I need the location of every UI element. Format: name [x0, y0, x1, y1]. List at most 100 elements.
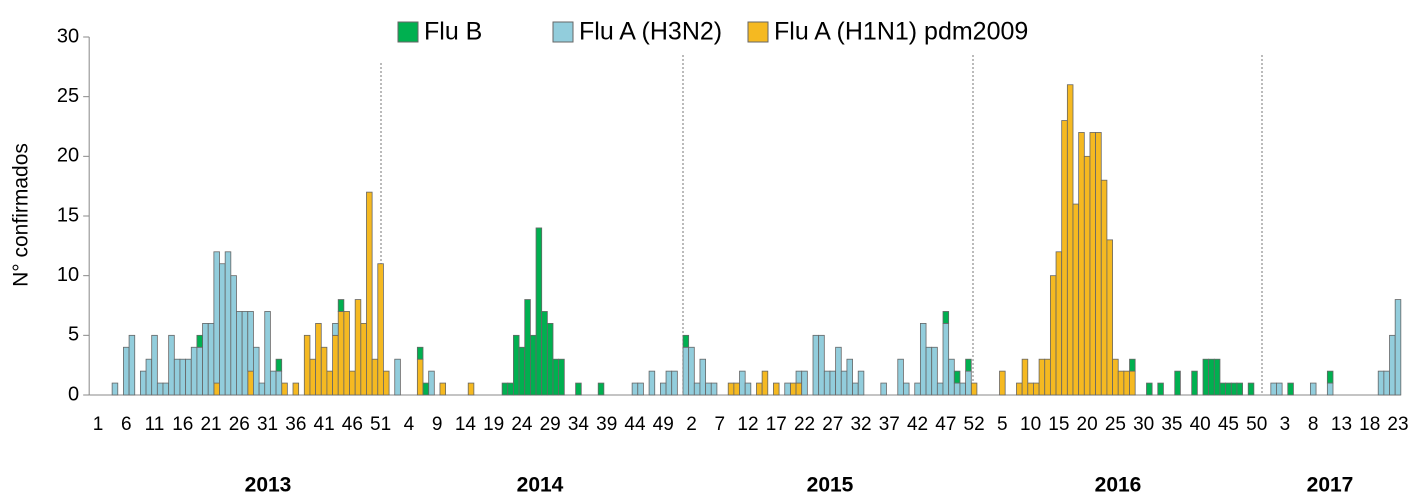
- legend-label: Flu B: [424, 18, 482, 46]
- bar-segment: [224, 251, 232, 396]
- x-tick-label: 45: [1218, 414, 1239, 435]
- bar-segment: [1016, 382, 1023, 396]
- bar-segment: [931, 346, 938, 396]
- x-tick-label: 32: [850, 414, 871, 435]
- bar-segment: [1247, 382, 1255, 396]
- x-tick-label: 31: [257, 414, 278, 435]
- x-tick-label: 51: [370, 414, 391, 435]
- bar-segment: [631, 382, 639, 396]
- bar-segment: [1129, 358, 1136, 372]
- bar-segment: [258, 382, 266, 396]
- x-tick-label: 52: [964, 414, 985, 435]
- bar-segment: [1309, 382, 1317, 396]
- x-tick-label: 17: [766, 414, 787, 435]
- bar-segment: [852, 382, 859, 396]
- bar-segment: [919, 322, 927, 396]
- bar-segment: [671, 370, 678, 396]
- bar-segment: [371, 358, 379, 396]
- bar-segment: [507, 382, 514, 396]
- bar-segment: [196, 334, 203, 348]
- bar-segment: [1213, 358, 1221, 396]
- x-tick-label: 10: [1020, 414, 1041, 435]
- y-axis-label: N° confirmados: [10, 143, 33, 287]
- x-tick-label: 21: [200, 414, 221, 435]
- x-tick-label: 34: [568, 414, 590, 435]
- x-tick-label: 6: [121, 414, 132, 435]
- legend-swatch: [552, 21, 574, 43]
- bar-segment: [1021, 358, 1029, 396]
- bar-segment: [1383, 370, 1390, 396]
- bar-segment: [1061, 120, 1068, 396]
- year-label: 2017: [1307, 474, 1354, 497]
- bar-segment: [942, 311, 950, 324]
- bar-segment: [541, 311, 548, 396]
- bar-segment: [377, 263, 384, 396]
- y-tick-label: 30: [57, 25, 79, 47]
- bar-segment: [513, 334, 520, 396]
- bar-segment: [659, 382, 667, 396]
- bar-segment: [795, 382, 803, 396]
- bar-segment: [139, 370, 147, 396]
- x-tick-label: 7: [714, 414, 725, 435]
- x-tick-label: 11: [145, 414, 165, 435]
- bar-segment: [1276, 382, 1283, 396]
- x-tick-label: 2: [686, 414, 697, 435]
- bar-segment: [756, 382, 763, 396]
- bar-segment: [925, 346, 933, 396]
- bar-segment: [552, 358, 560, 396]
- bar-segment: [467, 382, 475, 396]
- bar-segment: [1044, 358, 1051, 396]
- x-tick-label: 44: [624, 414, 646, 435]
- year-label: 2014: [517, 474, 564, 497]
- bar-segment: [699, 358, 707, 396]
- bar-segment: [337, 299, 345, 312]
- x-tick-label: 40: [1190, 414, 1211, 435]
- bar-segment: [168, 334, 175, 396]
- bar-segment: [156, 382, 164, 396]
- bar-segment: [428, 370, 435, 396]
- bar-segment: [953, 370, 961, 384]
- bar-segment: [1049, 275, 1057, 396]
- x-tick-label: 42: [907, 414, 928, 435]
- bar-segment: [597, 382, 605, 396]
- y-tick-label: 15: [57, 204, 79, 226]
- x-tick-label: 24: [511, 414, 533, 435]
- x-tick-label: 30: [1133, 414, 1154, 435]
- bar-segment: [823, 370, 831, 396]
- bar-segment: [162, 382, 170, 396]
- bar-segment: [275, 370, 283, 396]
- x-tick-label: 12: [737, 414, 758, 435]
- bar-segment: [1389, 334, 1396, 396]
- bar-segment: [529, 334, 537, 396]
- bar-segment: [343, 311, 350, 396]
- bar-segment: [123, 346, 130, 396]
- bar-segment: [705, 382, 712, 396]
- x-tick-label: 8: [1308, 414, 1319, 435]
- bar-segment: [1174, 370, 1181, 396]
- x-tick-label: 3: [1280, 414, 1291, 435]
- x-tick-label: 37: [879, 414, 900, 435]
- y-tick-label: 10: [57, 264, 79, 286]
- bar-segment: [903, 382, 910, 396]
- bar-segment: [320, 346, 328, 396]
- bar-segment: [835, 346, 842, 396]
- bar-segment: [309, 358, 317, 396]
- bar-segment: [575, 382, 582, 396]
- bar-segment: [383, 370, 390, 396]
- bar-segment: [1394, 299, 1402, 396]
- bar-segment: [727, 382, 735, 396]
- bar-segment: [880, 382, 887, 396]
- bar-segment: [202, 322, 209, 396]
- bar-segment: [524, 299, 531, 396]
- x-tick-label: 15: [1048, 414, 1069, 435]
- bar-segment: [236, 311, 243, 396]
- bar-segment: [546, 322, 554, 396]
- x-tick-label: 1: [93, 414, 104, 435]
- bar-segment: [253, 346, 260, 396]
- bar-segment: [693, 382, 701, 396]
- bar-segment: [241, 311, 249, 396]
- bar-segment: [337, 311, 345, 396]
- bar-segment: [185, 358, 192, 396]
- x-tick-label: 18: [1359, 414, 1380, 435]
